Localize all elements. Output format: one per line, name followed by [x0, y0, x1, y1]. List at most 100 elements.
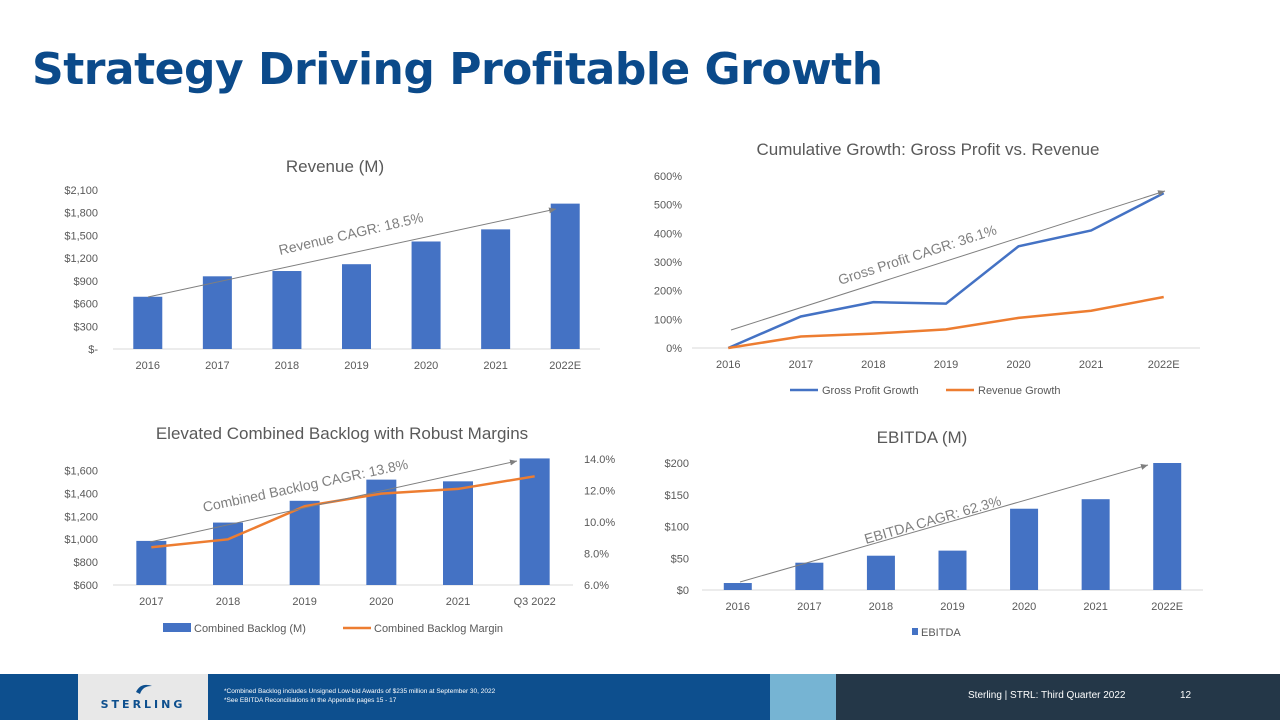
x-tick-label: 2020 [1012, 601, 1036, 613]
footer-company: Sterling | STRL: Third Quarter 2022 [968, 690, 1126, 701]
x-tick-label: 2018 [861, 359, 885, 371]
y2-tick-label: 10.0% [584, 517, 615, 529]
y2-tick-label: 8.0% [584, 549, 609, 561]
footer-bar [0, 674, 1280, 720]
footnote-backlog: *Combined Backlog includes Unsigned Low-… [224, 688, 496, 695]
ebitda-bar [866, 555, 895, 590]
x-tick-label: 2017 [205, 360, 229, 372]
cagr-trend-arrow [730, 190, 1166, 331]
ebitda-bar [938, 550, 967, 590]
revenue-bar [272, 271, 302, 349]
x-tick-label: 2019 [934, 359, 958, 371]
footer-accent-navy [836, 674, 1280, 720]
revenue-bar [550, 203, 580, 349]
y-tick-label: 600% [654, 171, 682, 183]
x-tick-label: 2021 [483, 360, 507, 372]
y2-tick-label: 12.0% [584, 486, 615, 498]
x-tick-label: 2019 [344, 360, 368, 372]
backlog-bar [136, 540, 167, 585]
revenue-bar [342, 264, 371, 349]
x-tick-label: 2017 [797, 601, 821, 613]
backlog-bar [366, 479, 397, 585]
chart-title: Revenue (M) [286, 157, 384, 176]
x-tick-label: 2018 [869, 601, 893, 613]
y-tick-label: $300 [74, 321, 98, 333]
chart-title: Elevated Combined Backlog with Robust Ma… [156, 424, 528, 443]
revenue-bar [202, 276, 232, 349]
x-tick-label: 2022E [549, 360, 581, 372]
x-tick-label: 2016 [726, 601, 750, 613]
y-tick-label: 200% [654, 286, 682, 298]
x-tick-label: 2016 [716, 359, 740, 371]
legend-label: Gross Profit Growth [822, 385, 919, 397]
revenue-bar [411, 241, 441, 349]
logo-wordmark: STERLING [100, 698, 186, 711]
y-tick-label: $1,500 [64, 230, 98, 242]
cagr-trend-arrow [147, 207, 557, 298]
x-tick-label: 2018 [275, 360, 299, 372]
y-tick-label: $1,200 [64, 511, 98, 523]
x-tick-label: 2019 [940, 601, 964, 613]
x-tick-label: 2021 [446, 596, 470, 608]
y-tick-label: $200 [665, 458, 689, 470]
x-tick-label: 2017 [139, 596, 163, 608]
chart-title: Cumulative Growth: Gross Profit vs. Reve… [757, 140, 1100, 159]
y2-tick-label: 14.0% [584, 454, 615, 466]
y-tick-label: $50 [671, 553, 689, 565]
y-tick-label: 300% [654, 257, 682, 269]
cagr-trend-arrow [739, 464, 1149, 583]
revenue-bar [133, 296, 163, 349]
page-number: 12 [1180, 690, 1192, 701]
y-tick-label: $1,400 [64, 488, 98, 500]
legend-label: Combined Backlog (M) [194, 623, 306, 635]
y-tick-label: $1,200 [64, 253, 98, 265]
footer-accent-light [770, 674, 836, 720]
x-tick-label: 2020 [369, 596, 393, 608]
cagr-annotation: EBITDA CAGR: 62.3% [862, 492, 1003, 546]
margin-line [151, 475, 535, 549]
y-tick-label: $- [88, 344, 98, 356]
x-tick-label: Q3 2022 [514, 596, 556, 608]
y-tick-label: $600 [74, 580, 98, 592]
x-tick-label: 2022E [1151, 601, 1183, 613]
y2-tick-label: 6.0% [584, 580, 609, 592]
y-tick-label: 0% [666, 343, 682, 355]
legend-label: Combined Backlog Margin [374, 623, 503, 635]
x-tick-label: 2018 [216, 596, 240, 608]
series-line [727, 192, 1165, 350]
x-tick-label: 2017 [789, 359, 813, 371]
y-tick-label: $1,600 [64, 465, 98, 477]
backlog-bar [289, 500, 320, 585]
y-tick-label: $900 [74, 276, 98, 288]
y-tick-label: 100% [654, 314, 682, 326]
legend-swatch [163, 623, 191, 632]
y-tick-label: $2,100 [64, 185, 98, 197]
ebitda-bar [1153, 463, 1182, 590]
y-tick-label: 400% [654, 228, 682, 240]
revenue-bar [481, 229, 511, 349]
backlog-bar [213, 522, 243, 585]
x-tick-label: 2016 [136, 360, 160, 372]
y-tick-label: $150 [665, 490, 689, 502]
x-tick-label: 2021 [1079, 359, 1103, 371]
logo-swoosh-icon [136, 684, 152, 694]
ebitda-bar [1081, 499, 1110, 590]
x-tick-label: 2020 [414, 360, 438, 372]
ebitda-bar [723, 583, 752, 590]
legend-label: EBITDA [921, 627, 961, 639]
x-tick-label: 2020 [1006, 359, 1030, 371]
series-line [728, 295, 1164, 350]
x-tick-label: 2021 [1083, 601, 1107, 613]
y-tick-label: $0 [677, 585, 689, 597]
ebitda-bar [1010, 508, 1039, 590]
chart-title: EBITDA (M) [877, 428, 968, 447]
y-tick-label: $800 [74, 557, 98, 569]
x-tick-label: 2019 [292, 596, 316, 608]
page-title: Strategy Driving Profitable Growth [32, 44, 883, 95]
x-tick-label: 2022E [1148, 359, 1180, 371]
sterling-logo: STERLING [78, 674, 208, 720]
legend-swatch [912, 628, 918, 635]
